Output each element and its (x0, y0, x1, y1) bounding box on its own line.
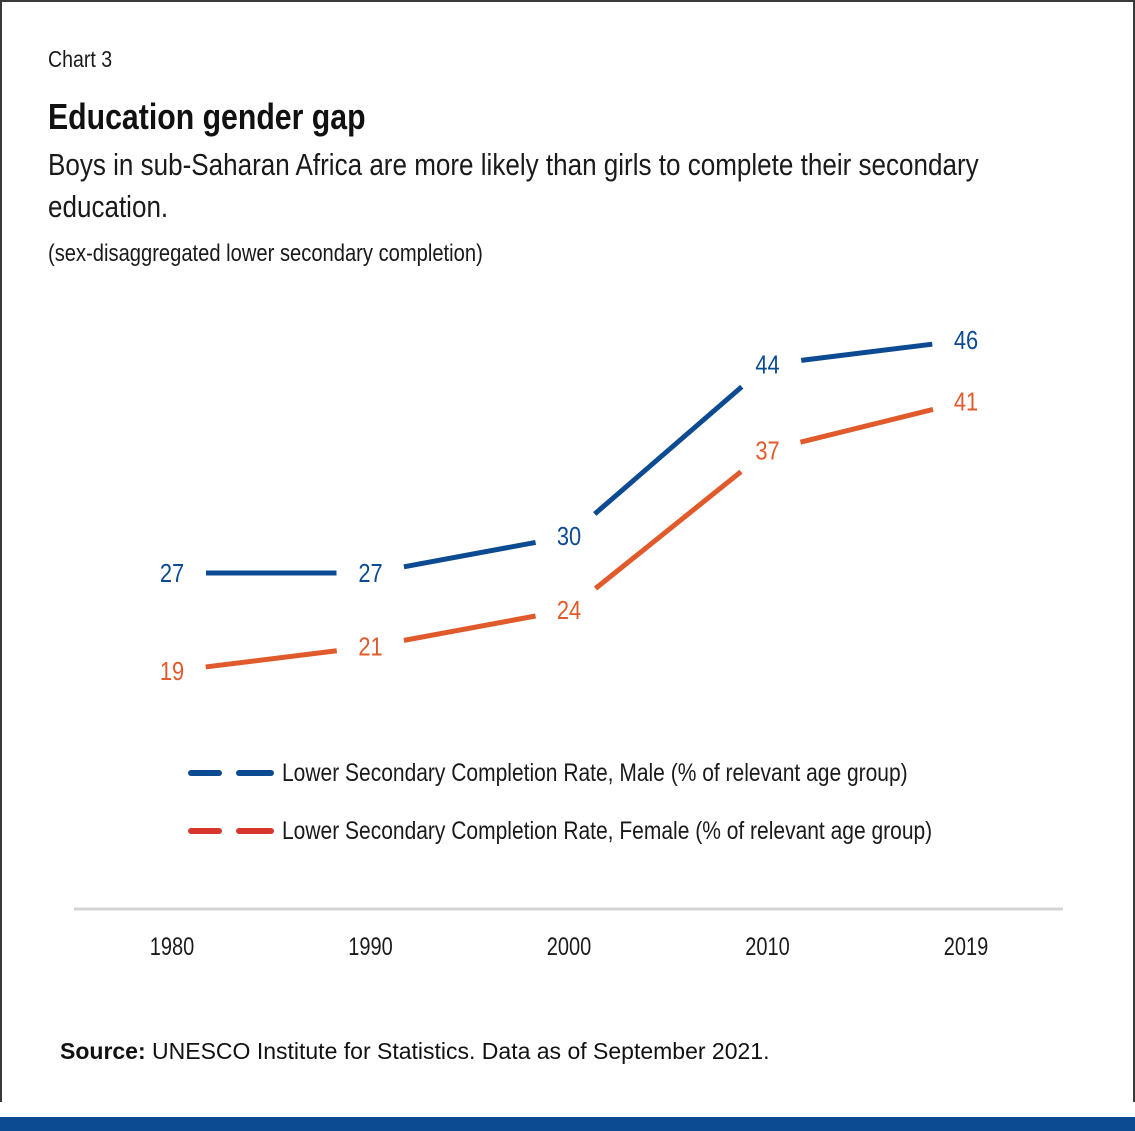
line-segment-male-2010 (800, 341, 933, 363)
data-label-layer: 27 27 30 44 46 19 21 24 37 41 (160, 326, 978, 686)
legend-swatch-female-dash (188, 828, 274, 834)
x-tick-label-1980: 1980 (150, 933, 194, 961)
line-segment-female-1980 (205, 648, 338, 670)
line-segment-male-2000 (593, 384, 744, 516)
source-label: Source: (60, 1038, 146, 1064)
legend-label-male: Lower Secondary Completion Rate, Male (%… (282, 758, 908, 787)
data-label-male-2019: 46 (954, 326, 978, 355)
line-segment-male-1990 (403, 539, 537, 570)
data-label-male-1980: 27 (160, 559, 184, 588)
legend-swatch-male-dash (188, 770, 274, 776)
legend-item-female: Lower Secondary Completion Rate, Female … (188, 816, 1056, 846)
data-label-female-1980: 19 (160, 657, 184, 686)
chart-subtitle: Boys in sub-Saharan Africa are more like… (48, 147, 979, 224)
bottom-accent-bar (0, 1117, 1135, 1131)
line-segment-female-2010 (799, 407, 934, 445)
chart-note: (sex-disaggregated lower secondary compl… (48, 240, 483, 267)
data-label-male-2000: 30 (557, 522, 581, 551)
chart-frame (0, 0, 1135, 1102)
legend-label-female: Lower Secondary Completion Rate, Female … (282, 816, 933, 845)
source-text: UNESCO Institute for Statistics. Data as… (145, 1038, 770, 1064)
data-label-female-2019: 41 (954, 388, 978, 417)
x-tick-label-2000: 2000 (547, 933, 591, 961)
x-tick-label-2019: 2019 (944, 933, 988, 961)
source-note: Source: UNESCO Institute for Statistics.… (60, 1038, 769, 1065)
line-chart: 27 27 30 44 46 19 21 24 37 41 1980 1990 2000 2010 201… (74, 326, 1063, 961)
data-label-male-2010: 44 (755, 351, 779, 380)
data-label-female-1990: 21 (358, 633, 382, 662)
series-layer (205, 341, 934, 670)
x-tick-label-1990: 1990 (348, 933, 392, 961)
x-tick-label-2010: 2010 (745, 933, 789, 961)
legend-item-male: Lower Secondary Completion Rate, Male (%… (188, 758, 1027, 788)
data-label-male-1990: 27 (358, 559, 382, 588)
line-segment-female-1990 (403, 613, 537, 643)
data-label-female-2000: 24 (557, 596, 581, 625)
chart-number-label: Chart 3 (48, 46, 113, 72)
line-segment-female-2000 (593, 469, 743, 591)
data-label-female-2010: 37 (755, 437, 779, 466)
chart-title: Education gender gap (48, 96, 366, 137)
x-tick-layer: 1980 1990 2000 2010 2019 (150, 933, 988, 961)
